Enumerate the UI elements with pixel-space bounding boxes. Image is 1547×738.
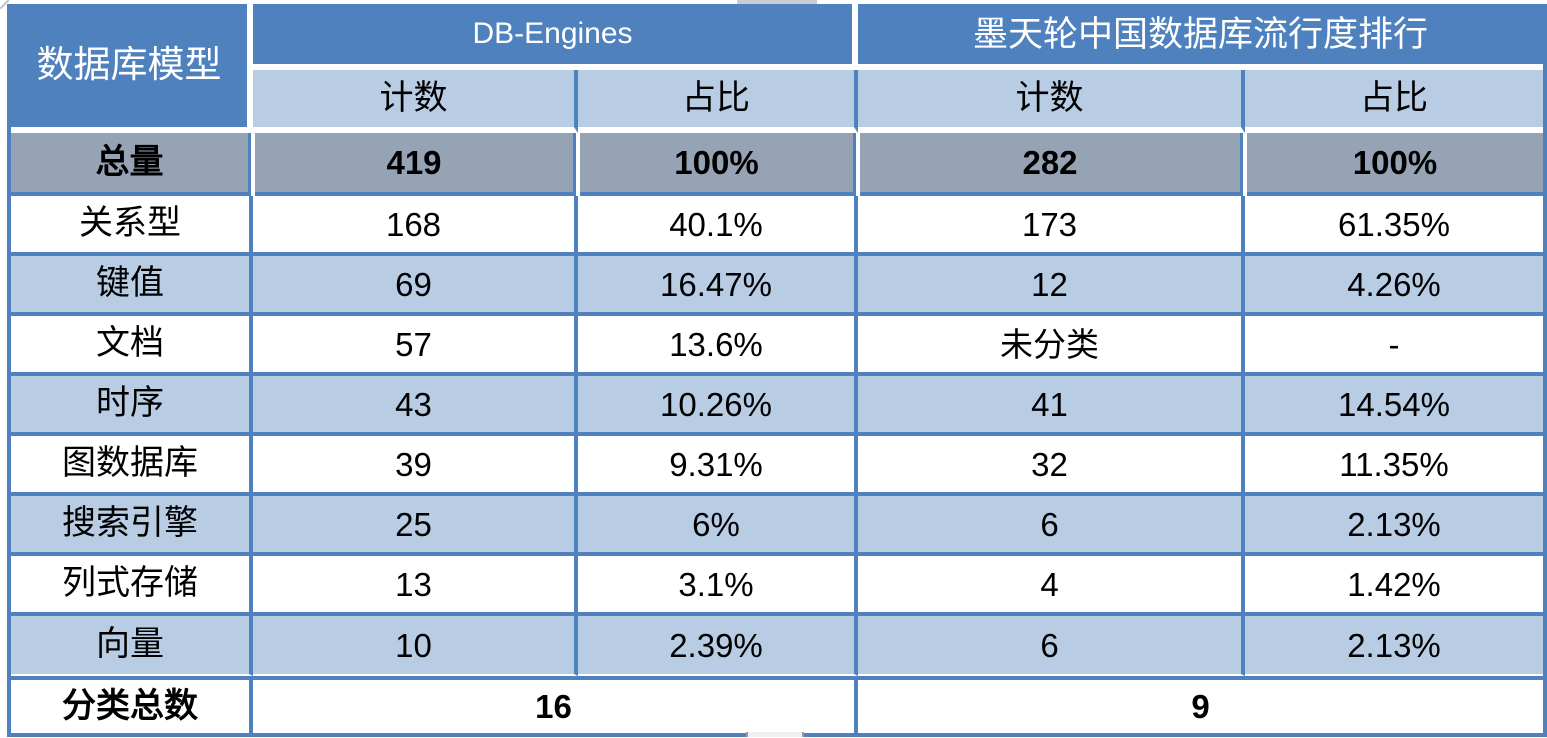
screenshot-corner-artifact — [0, 0, 9, 9]
value-cell: 13 — [253, 556, 578, 616]
subheader-motianlun-count: 计数 — [858, 70, 1245, 133]
corner-header-database-model: 数据库模型 — [11, 4, 253, 133]
total-row-label: 总量 — [11, 133, 251, 196]
category-label: 文档 — [11, 316, 253, 376]
group-header-db-engines: DB-Engines — [253, 4, 858, 70]
value-cell: 10.26% — [578, 376, 858, 436]
value-cell: 173 — [858, 196, 1245, 256]
value-cell: 6 — [858, 496, 1245, 556]
value-cell: 2.13% — [1245, 616, 1543, 676]
value-cell: 未分类 — [858, 316, 1245, 376]
value-cell: 168 — [253, 196, 578, 256]
value-cell: 3.1% — [578, 556, 858, 616]
subheader-db-engines-count: 计数 — [253, 70, 578, 133]
value-cell: 4 — [858, 556, 1245, 616]
total-value-cell: 282 — [860, 133, 1243, 196]
value-cell: 6 — [858, 616, 1245, 676]
total-value-cell: 100% — [580, 133, 856, 196]
value-cell: - — [1245, 316, 1543, 376]
value-cell: 12 — [858, 256, 1245, 316]
value-cell: 25 — [253, 496, 578, 556]
value-cell: 6% — [578, 496, 858, 556]
category-label: 时序 — [11, 376, 253, 436]
value-cell: 11.35% — [1245, 436, 1543, 496]
value-cell: 61.35% — [1245, 196, 1543, 256]
bottom-edge-scrollbar-artifact — [746, 732, 804, 737]
value-cell: 10 — [253, 616, 578, 676]
category-label: 图数据库 — [11, 436, 253, 496]
category-label: 搜索引擎 — [11, 496, 253, 556]
value-cell: 14.54% — [1245, 376, 1543, 436]
value-cell: 2.39% — [578, 616, 858, 676]
subheader-motianlun-share: 占比 — [1245, 70, 1543, 133]
value-cell: 69 — [253, 256, 578, 316]
subheader-db-engines-share: 占比 — [578, 70, 858, 133]
value-cell: 9.31% — [578, 436, 858, 496]
category-label: 关系型 — [11, 196, 253, 256]
value-cell: 32 — [858, 436, 1245, 496]
total-value-cell: 419 — [255, 133, 576, 196]
top-edge-scrollbar-artifact — [737, 0, 817, 4]
value-cell: 13.6% — [578, 316, 858, 376]
footer-category-total-label: 分类总数 — [11, 676, 253, 733]
footer-db-engines-category-total: 16 — [253, 676, 858, 733]
value-cell: 16.47% — [578, 256, 858, 316]
group-header-motianlun-ranking: 墨天轮中国数据库流行度排行 — [858, 4, 1543, 70]
value-cell: 40.1% — [578, 196, 858, 256]
value-cell: 1.42% — [1245, 556, 1543, 616]
value-cell: 41 — [858, 376, 1245, 436]
value-cell: 57 — [253, 316, 578, 376]
value-cell: 4.26% — [1245, 256, 1543, 316]
value-cell: 39 — [253, 436, 578, 496]
database-model-comparison-table: 数据库模型 DB-Engines 墨天轮中国数据库流行度排行 计数 占比 计数 … — [7, 4, 1547, 737]
category-label: 向量 — [11, 616, 253, 676]
value-cell: 2.13% — [1245, 496, 1543, 556]
category-label: 键值 — [11, 256, 253, 316]
value-cell: 43 — [253, 376, 578, 436]
category-label: 列式存储 — [11, 556, 253, 616]
footer-motianlun-category-total: 9 — [858, 676, 1543, 733]
total-value-cell: 100% — [1247, 133, 1543, 196]
